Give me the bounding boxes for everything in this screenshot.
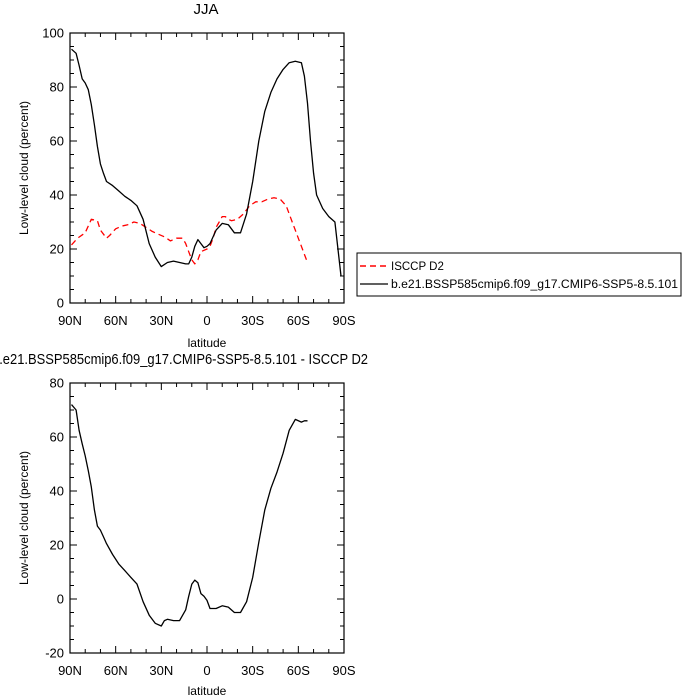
chart-1-title: JJA	[193, 1, 218, 18]
chart-2-x-axis-label: latitude	[188, 684, 227, 698]
chart-1: JJA 90N 60N 30N 0 30S 60S 90S 0 20 40 60 80 100 lati…	[17, 1, 682, 350]
legend-label-model: b.e21.BSSP585cmip6.f09_g17.CMIP6-SSP5-8.…	[391, 279, 678, 291]
legend-box	[356, 252, 682, 297]
x-tick-label: 30N	[149, 663, 173, 678]
chart-2-title: b.e21.BSSP585cmip6.f09_g17.CMIP6-SSP5-8.…	[0, 351, 368, 368]
y-tick-label: 60	[50, 134, 64, 149]
y-tick-label: 100	[42, 26, 64, 41]
x-tick-label: 60N	[104, 313, 128, 328]
series-line-difference	[71, 404, 308, 627]
y-tick-label: 20	[50, 242, 64, 257]
x-tick-label: 90N	[58, 663, 82, 678]
chart-1-plot-frame	[69, 32, 345, 304]
x-tick-label: 30S	[241, 313, 264, 328]
x-tick-label: 0	[203, 313, 210, 328]
x-tick-label: 90N	[58, 313, 82, 328]
x-tick-label: 60N	[104, 663, 128, 678]
y-tick-label: -20	[45, 646, 64, 661]
chart-2-plot-frame	[69, 382, 345, 654]
chart-2: b.e21.BSSP585cmip6.f09_g17.CMIP6-SSP5-8.…	[0, 351, 368, 698]
x-tick-label: 90S	[332, 313, 355, 328]
chart-2-ticks: 90N 60N 30N 0 30S 60S 90S -20 0 20 40 60 80	[45, 376, 356, 679]
chart-1-ticks: 90N 60N 30N 0 30S 60S 90S 0 20 40 60 80 100	[42, 26, 356, 329]
y-tick-label: 80	[50, 80, 64, 95]
y-tick-label: 40	[50, 188, 64, 203]
chart-2-series-lines	[71, 404, 308, 627]
chart-1-series-lines	[71, 48, 342, 277]
y-tick-label: 80	[50, 376, 64, 391]
x-tick-label: 30N	[149, 313, 173, 328]
y-tick-label: 20	[50, 538, 64, 553]
x-tick-label: 90S	[332, 663, 355, 678]
y-tick-label: 40	[50, 484, 64, 499]
chart-1-y-axis-label: Low-level cloud (percent)	[17, 101, 31, 235]
chart-2-y-axis-label: Low-level cloud (percent)	[17, 451, 31, 585]
series-line-model	[71, 48, 342, 277]
y-tick-label: 0	[57, 592, 64, 607]
x-tick-label: 60S	[287, 663, 310, 678]
x-tick-label: 60S	[287, 313, 310, 328]
legend-label-isccp: ISCCP D2	[391, 261, 444, 273]
x-tick-label: 0	[203, 663, 210, 678]
y-tick-label: 60	[50, 430, 64, 445]
series-line-isccp	[71, 197, 309, 265]
y-tick-label: 0	[57, 296, 64, 311]
chart-1-x-axis-label: latitude	[188, 336, 227, 350]
chart-1-legend: ISCCP D2 b.e21.BSSP585cmip6.f09_g17.CMIP…	[356, 252, 682, 297]
x-tick-label: 30S	[241, 663, 264, 678]
